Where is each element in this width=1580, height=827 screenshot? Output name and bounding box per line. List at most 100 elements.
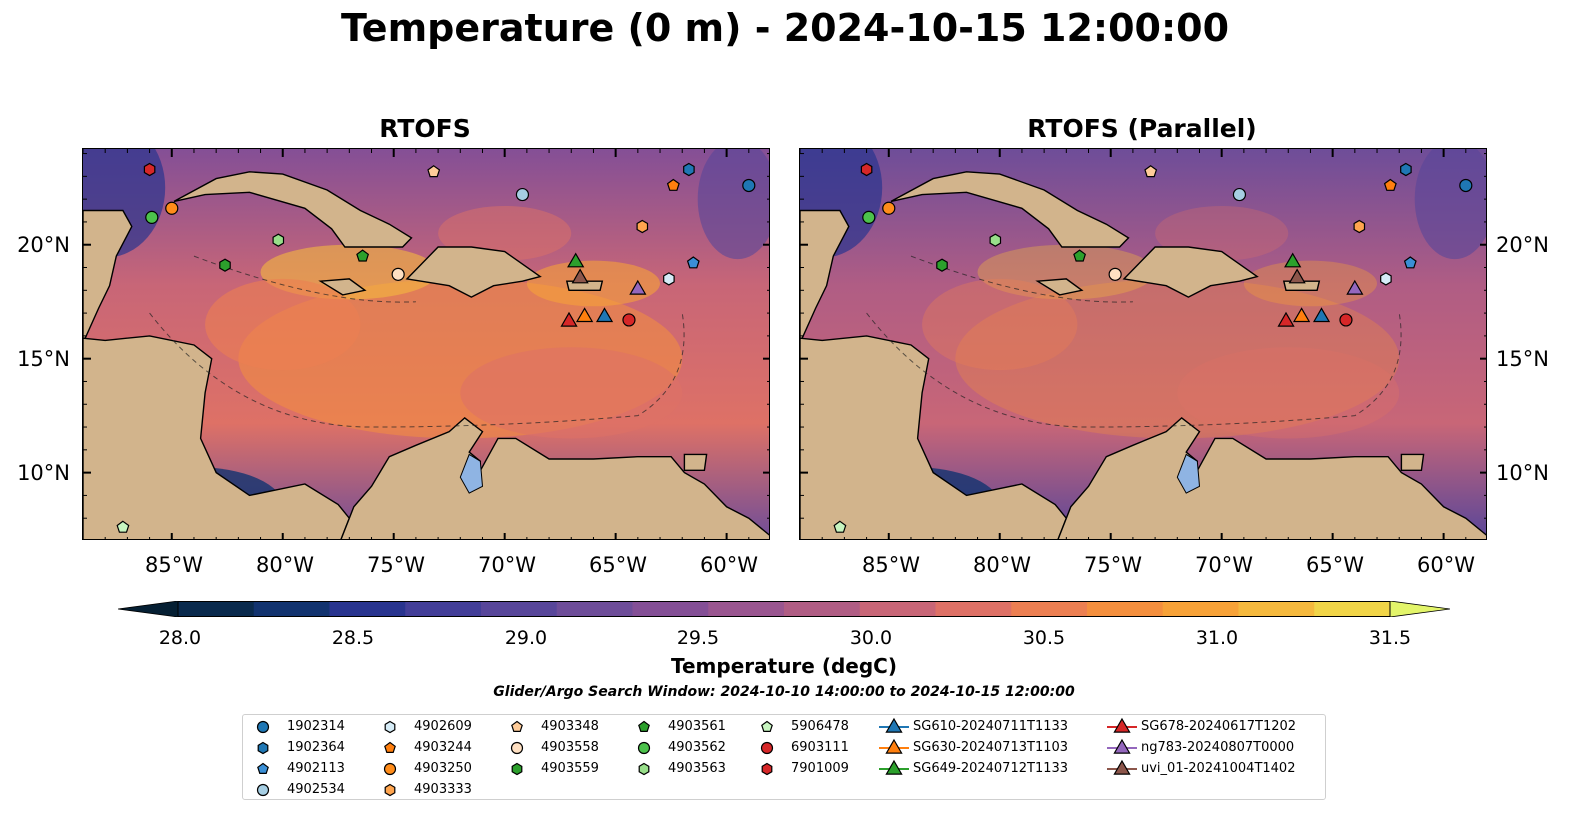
platform-marker-SG610-20240711T1133[interactable] xyxy=(595,307,614,323)
legend-marker-pentagon-icon xyxy=(638,720,650,732)
platform-marker-SG630-20240713T1103[interactable] xyxy=(575,307,594,323)
colorbar-segment xyxy=(632,601,709,617)
platform-marker-4903348[interactable] xyxy=(427,165,441,178)
lon-label: 85°W xyxy=(862,553,920,577)
legend-label: 4903559 xyxy=(541,761,599,776)
colorbar-segment xyxy=(1011,601,1088,617)
warm-water-plume xyxy=(922,278,1078,371)
platform-marker-5906478[interactable] xyxy=(833,520,847,533)
land-hispaniola xyxy=(1122,246,1259,298)
platform-marker-4902534[interactable] xyxy=(1232,187,1247,202)
platform-marker-ng783-20240807T0000[interactable] xyxy=(1346,279,1364,295)
platform-marker-7901009[interactable] xyxy=(143,162,156,177)
platform-marker-uvi_01-20241004T1402[interactable] xyxy=(1288,268,1306,284)
legend-label: SG630-20240713T1103 xyxy=(913,740,1069,755)
colorbar-extend-low xyxy=(118,601,179,617)
platform-marker-SG649-20240712T1133[interactable] xyxy=(1284,252,1302,268)
platform-marker-4903244[interactable] xyxy=(666,178,680,191)
colorbar-extend-high xyxy=(1389,601,1450,617)
platform-marker-4902609[interactable] xyxy=(663,272,675,286)
platform-marker-SG649-20240712T1133[interactable] xyxy=(567,252,585,268)
platform-marker-4903250[interactable] xyxy=(882,201,896,215)
platform-marker-4903558[interactable] xyxy=(1108,267,1122,281)
colorbar-tick: 29.5 xyxy=(676,627,720,649)
lat-label: 15°N xyxy=(1496,347,1549,371)
platform-marker-4903333[interactable] xyxy=(636,219,649,234)
platform-marker-4903244[interactable] xyxy=(1383,178,1397,191)
legend: 1902314 1902364 4902113 4902534 4902609 49032… xyxy=(242,714,1326,800)
lon-label: 70°W xyxy=(478,553,536,577)
colorbar-segment xyxy=(708,601,785,617)
colorbar-segment xyxy=(178,601,255,617)
legend-marker xyxy=(384,783,396,797)
warm-water-plume xyxy=(205,278,361,371)
platform-marker-4902609[interactable] xyxy=(1380,272,1392,286)
legend-marker-hexagon-icon xyxy=(384,783,396,797)
legend-marker xyxy=(637,741,651,755)
map-panel-rtofs-parallel[interactable] xyxy=(799,148,1487,540)
platform-marker-6903111[interactable] xyxy=(1339,313,1353,327)
legend-marker-triangle-icon xyxy=(1107,759,1137,775)
platform-marker-4903333[interactable] xyxy=(1353,219,1366,234)
platform-marker-4903562[interactable] xyxy=(862,210,876,224)
isobath-contour xyxy=(866,255,1402,428)
platform-marker-1902314[interactable] xyxy=(1459,178,1473,193)
platform-marker-4903563[interactable] xyxy=(272,233,285,247)
land-southam xyxy=(340,416,769,539)
platform-marker-1902314[interactable] xyxy=(742,178,756,193)
legend-marker xyxy=(257,741,269,755)
platform-marker-4903561[interactable] xyxy=(1073,249,1087,262)
warm-water-plume xyxy=(977,244,1156,300)
land-jamaica xyxy=(1035,278,1084,296)
platform-marker-4903563[interactable] xyxy=(989,233,1002,247)
lon-label: 75°W xyxy=(367,553,425,577)
platform-marker-4903561[interactable] xyxy=(356,249,370,262)
legend-marker-hexagon-icon xyxy=(384,720,396,734)
legend-label: SG649-20240712T1133 xyxy=(913,761,1069,776)
platform-marker-4902113[interactable] xyxy=(1403,256,1417,269)
platform-marker-uvi_01-20241004T1402[interactable] xyxy=(571,268,589,284)
platform-marker-4903562[interactable] xyxy=(145,210,159,224)
platform-marker-5906478[interactable] xyxy=(116,520,130,533)
platform-marker-4902113[interactable] xyxy=(686,256,700,269)
platform-marker-1902364[interactable] xyxy=(683,162,695,177)
land-cuba xyxy=(173,171,413,248)
legend-marker xyxy=(511,762,523,776)
lon-label: 85°W xyxy=(145,553,203,577)
legend-label: 4903563 xyxy=(668,761,726,776)
platform-marker-7901009[interactable] xyxy=(860,162,873,177)
legend-label: 4903333 xyxy=(414,782,472,797)
platform-marker-4903559[interactable] xyxy=(219,258,231,272)
platform-marker-4903559[interactable] xyxy=(936,258,948,272)
legend-label: 7901009 xyxy=(791,761,849,776)
lat-label: 10°N xyxy=(17,461,70,485)
lake-maracaibo xyxy=(1176,453,1201,494)
panel-title-rtofs: RTOFS xyxy=(379,114,471,143)
platform-marker-6903111[interactable] xyxy=(622,313,636,327)
platform-marker-SG630-20240713T1103[interactable] xyxy=(1292,307,1311,323)
platform-marker-SG678-20240617T1202[interactable] xyxy=(560,311,578,327)
colorbar xyxy=(118,601,1450,617)
legend-marker-circle-icon xyxy=(256,783,270,797)
legend-label: 6903111 xyxy=(791,740,849,755)
lat-label: 15°N xyxy=(17,347,70,371)
platform-marker-4903558[interactable] xyxy=(391,267,405,281)
legend-marker xyxy=(384,720,396,734)
platform-marker-4903348[interactable] xyxy=(1144,165,1158,178)
platform-marker-4902534[interactable] xyxy=(515,187,530,202)
platform-marker-SG678-20240617T1202[interactable] xyxy=(1277,311,1295,327)
platform-marker-1902364[interactable] xyxy=(1400,162,1412,177)
legend-marker xyxy=(1113,759,1131,775)
platform-marker-ng783-20240807T0000[interactable] xyxy=(629,279,647,295)
legend-label: 4903250 xyxy=(414,761,472,776)
colorbar-segment xyxy=(405,601,482,617)
colorbar-tick: 31.5 xyxy=(1368,627,1412,649)
cool-water-patch xyxy=(697,149,769,260)
platform-marker-4903250[interactable] xyxy=(165,201,179,215)
platform-marker-SG610-20240711T1133[interactable] xyxy=(1312,307,1331,323)
legend-marker xyxy=(510,741,524,755)
land-trinidad xyxy=(1400,453,1425,471)
map-panel-rtofs[interactable] xyxy=(82,148,770,540)
legend-marker xyxy=(1113,738,1131,754)
map-canvas xyxy=(800,149,1486,539)
